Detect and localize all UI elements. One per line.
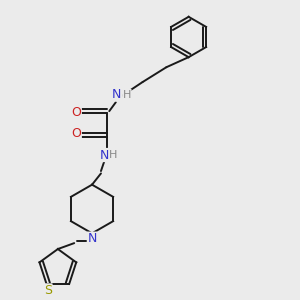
Text: N: N (87, 232, 97, 245)
Text: S: S (44, 284, 52, 297)
Text: N: N (100, 148, 109, 161)
Text: H: H (109, 150, 118, 160)
Text: N: N (112, 88, 122, 101)
Text: O: O (71, 127, 81, 140)
Text: O: O (71, 106, 81, 119)
Text: H: H (123, 89, 131, 100)
